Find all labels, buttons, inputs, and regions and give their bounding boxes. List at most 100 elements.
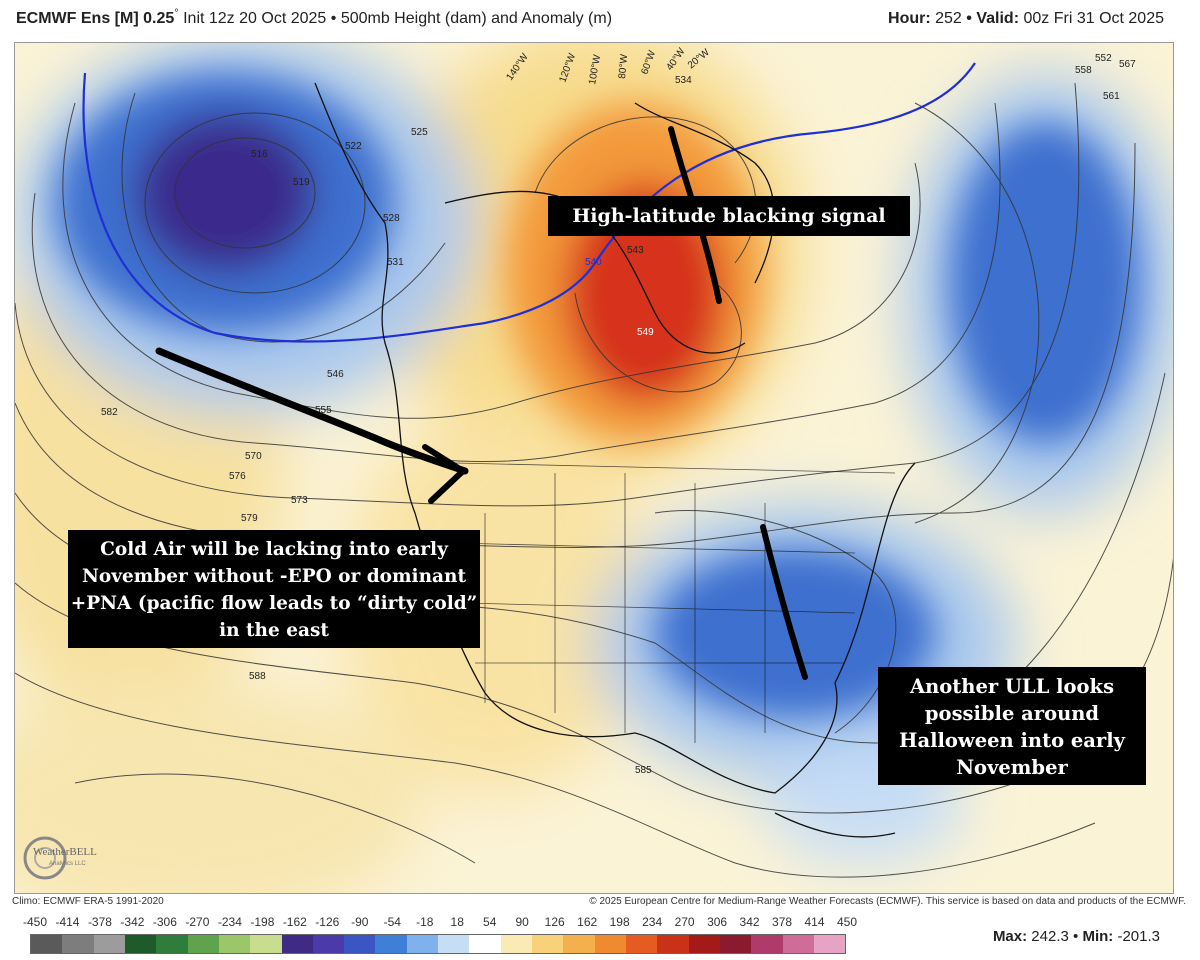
contour-label: 543 bbox=[627, 245, 644, 256]
valid-value: 00z Fri 31 Oct 2025 bbox=[1023, 10, 1164, 27]
degree-symbol: ° bbox=[174, 7, 179, 20]
colorbar-swatch bbox=[563, 935, 595, 953]
colorbar-swatch bbox=[375, 935, 407, 953]
climo-text: Climo: ECMWF ERA-5 1991-2020 bbox=[12, 896, 164, 907]
colorbar-tick-label: -306 bbox=[152, 915, 177, 929]
contour-558 bbox=[31, 102, 1001, 463]
blocking-callout: High-latitude blacking signal bbox=[548, 196, 910, 236]
product-text: 500mb Height (dam) and Anomaly (m) bbox=[340, 10, 613, 27]
colorbar-swatch bbox=[719, 935, 752, 953]
colorbar-swatch bbox=[156, 935, 188, 953]
contour-label: 573 bbox=[291, 495, 308, 506]
contour-label: 561 bbox=[1103, 91, 1120, 102]
contour-label: 558 bbox=[1075, 65, 1092, 76]
contour-549-block bbox=[574, 282, 742, 393]
colorbar-tick-label: 234 bbox=[642, 915, 663, 929]
contour-label: 534 bbox=[675, 75, 692, 86]
copyright-text: © 2025 European Centre for Medium-Range … bbox=[589, 896, 1186, 907]
header-bullet: • bbox=[330, 10, 337, 27]
init-text: Init 12z 20 Oct 2025 bbox=[183, 10, 327, 27]
contour-label: 525 bbox=[411, 127, 428, 138]
contour-label: 579 bbox=[241, 513, 258, 524]
contour-label: 582 bbox=[101, 407, 118, 418]
colorbar-tick-label: 18 bbox=[450, 915, 464, 929]
logo-swirl-icon bbox=[23, 836, 67, 880]
colorbar-swatch bbox=[124, 935, 157, 953]
trough-axis-line bbox=[760, 524, 808, 680]
colorbar-tick-label: 342 bbox=[739, 915, 760, 929]
anomaly-colorbar bbox=[30, 934, 846, 954]
colorbar-tick-label: 54 bbox=[483, 915, 497, 929]
pacific-jet-arrow bbox=[155, 347, 469, 475]
colorbar-swatch bbox=[688, 935, 720, 953]
ull-callout: Another ULL looks possible around Hallow… bbox=[878, 667, 1146, 785]
greenland-arctic bbox=[634, 102, 775, 284]
colorbar-tick-label: -198 bbox=[250, 915, 275, 929]
state-lines-horizontal bbox=[454, 542, 856, 664]
max-label: Max: bbox=[992, 928, 1028, 945]
contour-label: 516 bbox=[251, 149, 268, 160]
colorbar-swatch bbox=[782, 935, 814, 953]
valid-bullet: • bbox=[966, 10, 972, 27]
southwest-ridge bbox=[15, 683, 425, 893]
contour-label: 585 bbox=[635, 765, 652, 776]
max-min-bullet: • bbox=[1073, 928, 1079, 945]
contour-label: 549 bbox=[637, 327, 654, 338]
colorbar-tick-label: 270 bbox=[674, 915, 695, 929]
contour-label: 546 bbox=[327, 369, 344, 380]
forecast-map: 516 519 522 525 528 531 534 540 543 546 … bbox=[14, 42, 1174, 894]
colorbar-tick-label: -414 bbox=[55, 915, 80, 929]
colorbar-swatch bbox=[281, 935, 313, 953]
contour-label: 567 bbox=[1119, 59, 1136, 70]
colorbar-tick-label: -90 bbox=[351, 915, 369, 929]
colorbar-tick-label: 414 bbox=[804, 915, 825, 929]
contour-564 bbox=[15, 82, 1080, 507]
map-header: ECMWF Ens [M] 0.25° Init 12z 20 Oct 2025… bbox=[0, 0, 1200, 38]
contour-label: 540 bbox=[585, 257, 602, 268]
colorbar-swatch bbox=[406, 935, 439, 953]
max-min-readout: Max: 242.3 • Min: -201.3 bbox=[993, 928, 1160, 945]
canada-arctic-coast bbox=[444, 190, 746, 354]
colorbar-tick-label: -126 bbox=[315, 915, 340, 929]
colorbar-tick-label: -18 bbox=[416, 915, 434, 929]
colorbar-tick-label: -162 bbox=[282, 915, 307, 929]
colorbar-swatch bbox=[187, 935, 219, 953]
colorbar-swatch bbox=[62, 935, 94, 953]
colorbar-swatch bbox=[500, 935, 532, 953]
contour-label-group: 516 519 522 525 528 531 534 540 543 546 … bbox=[101, 53, 1136, 776]
max-value: 242.3 bbox=[1031, 928, 1069, 945]
contour-552 bbox=[62, 102, 921, 419]
contour-585 bbox=[15, 672, 1096, 878]
colorbar-swatch bbox=[625, 935, 658, 953]
colorbar-swatch bbox=[344, 935, 376, 953]
colorbar-swatch bbox=[813, 935, 846, 953]
contour-label: 519 bbox=[293, 177, 310, 188]
atlantic-trough-core bbox=[950, 123, 1140, 443]
contour-label: 528 bbox=[383, 213, 400, 224]
colorbar-swatch bbox=[250, 935, 282, 953]
longitude-label: 100°W bbox=[587, 53, 603, 85]
east-trough-core bbox=[655, 548, 935, 718]
hour-label: Hour: bbox=[888, 10, 931, 27]
logo-subtext: Analytics LLC bbox=[49, 861, 86, 867]
min-value: -201.3 bbox=[1117, 928, 1160, 945]
colorbar-tick-label: 378 bbox=[772, 915, 793, 929]
colorbar-swatch bbox=[469, 935, 501, 953]
height-contours bbox=[15, 82, 1173, 878]
colorbar-tick-label: -342 bbox=[120, 915, 145, 929]
colorbar-tick-label: -270 bbox=[185, 915, 210, 929]
colorbar-tick-label: 90 bbox=[515, 915, 529, 929]
hour-value: 252 bbox=[935, 10, 962, 27]
colorbar-tick-label: -378 bbox=[87, 915, 112, 929]
contour-516-ring bbox=[174, 137, 316, 249]
cold-air-callout: Cold Air will be lacking into early Nove… bbox=[68, 530, 480, 648]
contour-522-ring bbox=[144, 112, 366, 294]
weatherbell-logo: WeatherBELL Analytics LLC bbox=[23, 836, 97, 880]
contour-label: 588 bbox=[249, 671, 266, 682]
colorbar-swatch bbox=[93, 935, 125, 953]
colorbar-swatch bbox=[657, 935, 689, 953]
colorbar-swatch bbox=[594, 935, 626, 953]
logo-text: WeatherBELL bbox=[33, 846, 97, 858]
north-america-coast bbox=[314, 82, 916, 794]
contour-label: 555 bbox=[315, 405, 332, 416]
